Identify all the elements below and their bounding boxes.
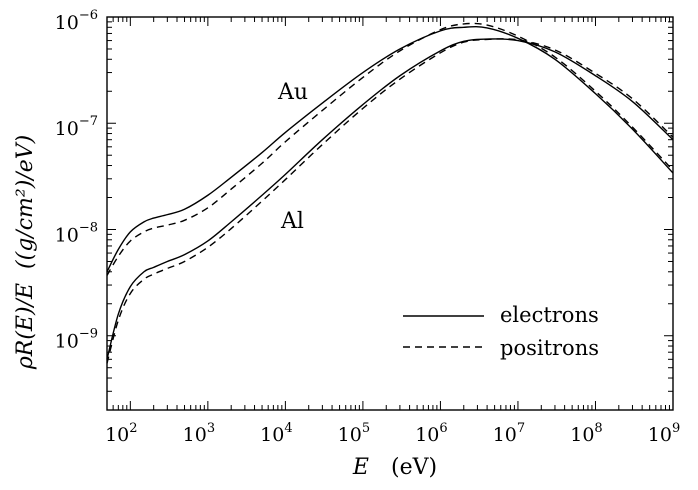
legend-label-electrons: electrons <box>500 303 599 327</box>
series-al-positrons <box>106 38 674 364</box>
y-tick-label: 10−9 <box>55 327 98 353</box>
x-tick-label: 109 <box>648 421 680 446</box>
y-axis-label: ρR(E)/E ((g/cm²)/eV) <box>13 135 38 370</box>
tick-labels: 102 103 104 105 106 107 108 109 10−9 10−8 10−7 10−6 <box>55 8 681 446</box>
x-tick-label: 106 <box>415 421 447 446</box>
y-axis-unit: ((g/cm²)/eV) <box>13 135 38 269</box>
x-axis-unit: (eV) <box>391 455 437 480</box>
x-axis-symbol: E <box>352 455 369 480</box>
series-lines <box>106 22 674 364</box>
y-tick-label: 10−6 <box>55 8 98 34</box>
legend: electrons positrons <box>403 303 599 360</box>
series-al-electrons <box>106 38 674 360</box>
plot-frame <box>106 16 674 411</box>
x-tick-label: 102 <box>105 421 137 446</box>
annotation-au: Au <box>277 80 308 105</box>
x-tick-label: 108 <box>570 421 602 446</box>
x-axis-label: E (eV) <box>352 455 437 480</box>
y-tick-label: 10−8 <box>55 220 98 246</box>
series-au-electrons <box>106 26 674 273</box>
series-au-positrons <box>106 22 674 276</box>
x-tick-label: 105 <box>338 421 370 446</box>
annotation-al: Al <box>280 209 304 234</box>
y-axis-symbol: ρR(E)/E <box>13 283 38 370</box>
legend-label-positrons: positrons <box>500 336 599 360</box>
y-tick-label: 10−7 <box>55 114 98 140</box>
x-tick-label: 103 <box>183 421 215 446</box>
x-tick-label: 107 <box>493 421 525 446</box>
x-tick-label: 104 <box>260 421 292 446</box>
